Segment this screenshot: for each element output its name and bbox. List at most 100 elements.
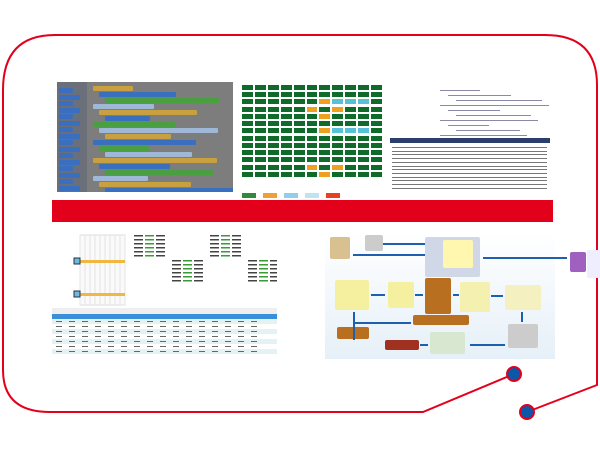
code-block <box>59 88 73 93</box>
grid-cell <box>371 171 382 177</box>
code-block <box>59 146 80 152</box>
code-block <box>99 182 191 187</box>
grid-cell <box>358 106 370 112</box>
red-banner <box>52 200 553 222</box>
grid-cell <box>332 135 344 141</box>
code-block <box>59 133 80 139</box>
grid-cell <box>254 135 266 141</box>
grid-cell <box>306 99 318 105</box>
grid-cell <box>371 164 382 170</box>
code-block <box>59 159 80 165</box>
node-dot <box>519 404 535 420</box>
grid-cell <box>345 142 357 148</box>
code-block <box>59 101 73 106</box>
grid-cell <box>280 150 292 156</box>
grid-cell <box>332 171 344 177</box>
grid-cell <box>319 106 331 112</box>
hold-area <box>413 315 469 325</box>
grid-cell <box>345 85 357 90</box>
grid-cell <box>280 85 292 90</box>
grid-cell <box>345 135 357 141</box>
inbound-check <box>385 340 419 350</box>
code-block <box>93 86 133 91</box>
grid-cell <box>358 121 370 127</box>
grid-cell <box>280 113 292 119</box>
grid-cell <box>319 135 331 141</box>
grid-cell <box>280 128 292 134</box>
grid-cell <box>358 113 370 119</box>
grid-cell <box>293 99 305 105</box>
grid-cell <box>319 171 331 177</box>
grid-cell <box>293 157 305 163</box>
grid-cell <box>306 157 318 163</box>
grid-cell <box>358 128 370 134</box>
grid-cell <box>319 157 331 163</box>
code-block <box>99 128 218 133</box>
flow-arrow <box>420 344 428 346</box>
grid-cell <box>254 157 266 163</box>
grid-cell <box>254 150 266 156</box>
code-block <box>99 92 176 97</box>
grid-cell <box>371 157 382 163</box>
grid-cell <box>345 92 357 98</box>
legend-swatch <box>305 193 319 198</box>
grid-cell <box>345 99 357 105</box>
code-block <box>105 170 213 175</box>
code-block <box>59 94 80 100</box>
grid-cell <box>242 135 253 141</box>
code-block <box>59 166 73 171</box>
legend-swatch <box>326 193 340 198</box>
grid-cell <box>267 92 279 98</box>
grid-cell <box>358 142 370 148</box>
grid-cell <box>254 142 266 148</box>
legend-swatch <box>284 193 298 198</box>
grid-cell <box>254 128 266 134</box>
grid-cell <box>332 128 344 134</box>
node-dot <box>506 366 522 382</box>
code-and-log-viewer <box>390 85 550 192</box>
code-block <box>59 172 80 178</box>
sorting-stage <box>460 282 490 312</box>
grid-cell <box>267 164 279 170</box>
grid-cell <box>242 85 253 90</box>
code-block <box>93 104 154 109</box>
grid-cell <box>306 171 318 177</box>
operator-icon <box>330 237 350 259</box>
flow-arrow <box>383 243 425 245</box>
code-block <box>59 140 73 145</box>
grid-cell <box>293 164 305 170</box>
grid-cell <box>319 121 331 127</box>
grid-cell <box>332 164 344 170</box>
grid-cell <box>306 85 318 90</box>
grid-cell <box>280 142 292 148</box>
grid-cell <box>267 157 279 163</box>
code-block <box>93 158 217 163</box>
code-block <box>105 98 219 103</box>
grid-cell <box>293 121 305 127</box>
flow-arrow <box>453 294 459 296</box>
grid-cell <box>254 92 266 98</box>
grid-cell <box>280 171 292 177</box>
grid-cell <box>319 150 331 156</box>
flow-arrow <box>521 312 523 322</box>
code-block <box>59 127 73 132</box>
grid-cell <box>242 99 253 105</box>
grid-cell <box>254 164 266 170</box>
code-block <box>59 185 80 191</box>
grid-cell <box>267 128 279 134</box>
truck-stage <box>335 280 369 310</box>
grid-cell <box>293 150 305 156</box>
grid-cell <box>332 142 344 148</box>
grid-cell <box>371 99 382 105</box>
grid-cell <box>371 113 382 119</box>
grid-cell <box>242 121 253 127</box>
grid-cell <box>319 99 331 105</box>
grid-cell <box>345 128 357 134</box>
grid-cell <box>293 128 305 134</box>
grid-cell <box>242 150 253 156</box>
grid-cell <box>306 92 318 98</box>
grid-cell <box>293 171 305 177</box>
grid-cell <box>358 171 370 177</box>
inspection-stage <box>508 324 538 348</box>
